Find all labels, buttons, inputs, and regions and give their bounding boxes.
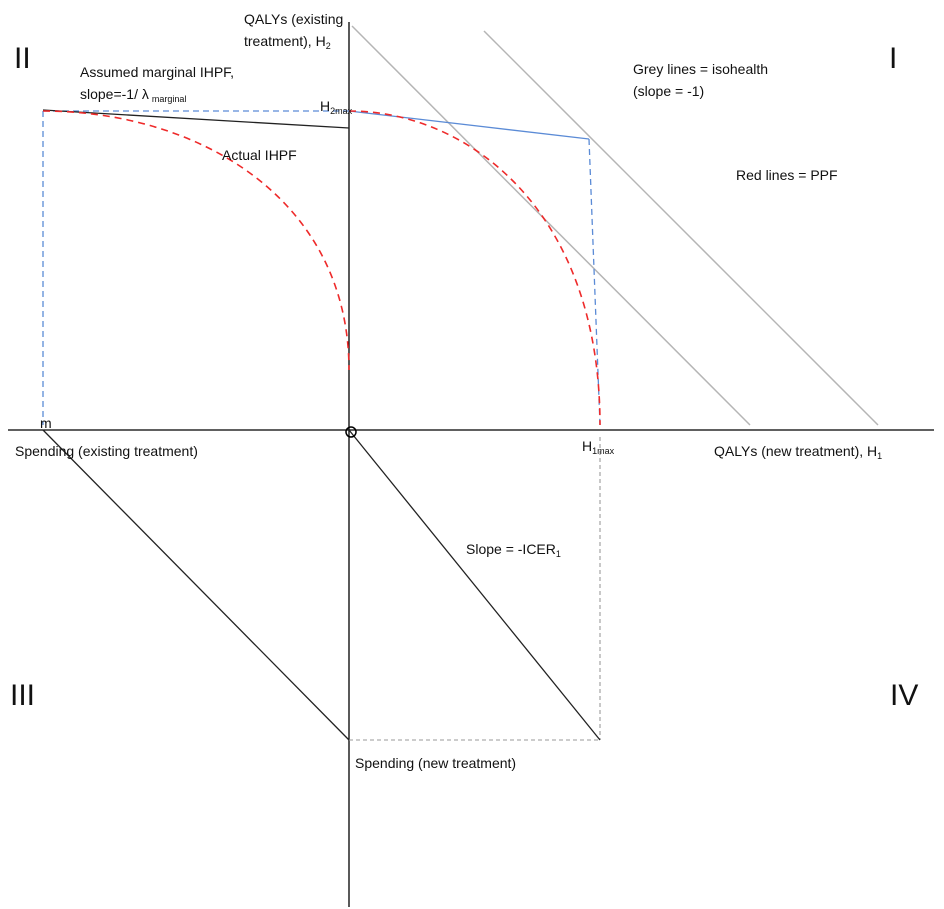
assumed-ihpf-label-line2: slope=-1/ λ marginal xyxy=(80,86,186,104)
quadrant-label-3: III xyxy=(10,679,35,712)
spending-new-label: Spending (new treatment) xyxy=(355,755,516,771)
actual-ihpf-curve xyxy=(42,110,350,371)
spending-existing-label: Spending (existing treatment) xyxy=(15,443,198,459)
h2-axis-label-line1: QALYs (existing xyxy=(244,11,343,27)
assumed-ihpf-label-line1: Assumed marginal IHPF, xyxy=(80,64,234,80)
h2-axis-label-line2: treatment), H2 xyxy=(244,33,331,51)
h1-axis-label: QALYs (new treatment), H1 xyxy=(714,443,882,461)
ppf-note: Red lines = PPF xyxy=(736,167,838,183)
quadrant-label-1: I xyxy=(889,42,897,75)
h1max-vertical-guide-dashed xyxy=(588,138,601,426)
icer-slope-label: Slope = -ICER1 xyxy=(466,541,561,559)
icer-slope-line xyxy=(348,429,601,741)
isohealth-note-line1: Grey lines = isohealth xyxy=(633,61,768,77)
m-label: m xyxy=(40,415,52,431)
assumed-marginal-ihpf-line xyxy=(42,109,350,129)
quadrant-label-4: IV xyxy=(890,679,918,712)
quadrant-3-budget-line xyxy=(42,429,350,741)
h1max-label: H1max xyxy=(582,438,615,456)
origin-marker xyxy=(345,426,357,438)
h2max-label: H2max xyxy=(320,98,353,116)
ppf-curve-quadrant-1 xyxy=(348,110,601,426)
quadrant-label-2: II xyxy=(14,42,31,75)
linear-frontier-blue xyxy=(348,110,590,140)
isohealth-line-1 xyxy=(351,25,751,426)
isohealth-line-2 xyxy=(483,30,879,426)
actual-ihpf-label: Actual IHPF xyxy=(222,147,297,163)
isohealth-note-line2: (slope = -1) xyxy=(633,83,704,99)
